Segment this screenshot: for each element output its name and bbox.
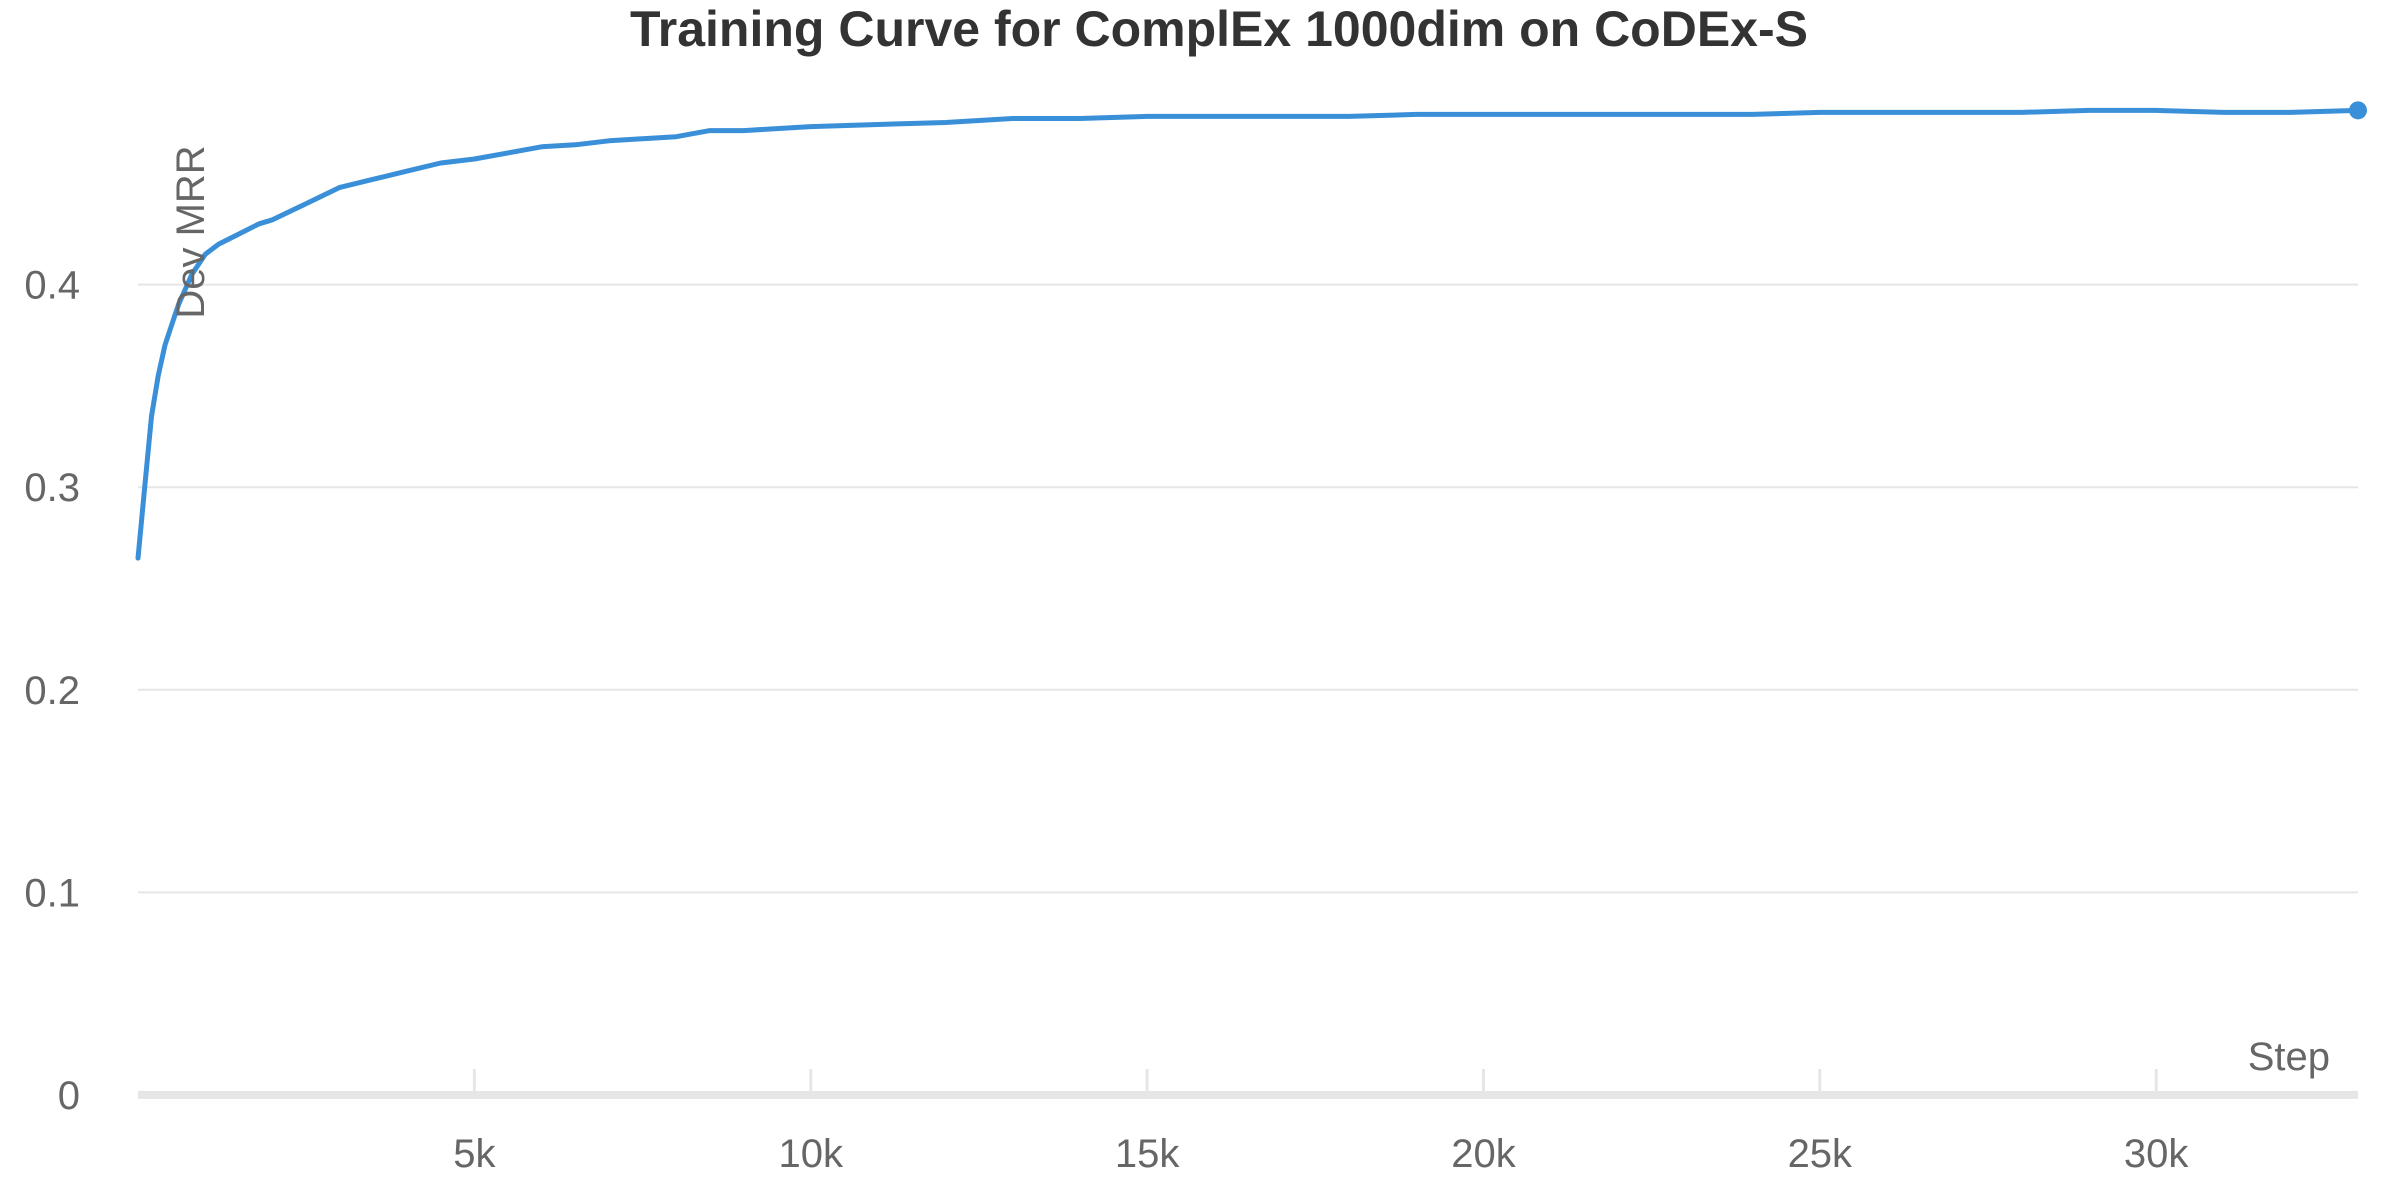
x-tick-label: 25k bbox=[1788, 1132, 1853, 1176]
chart-title: Training Curve for ComplEx 1000dim on Co… bbox=[630, 1, 1808, 57]
axis-layer bbox=[138, 1069, 2358, 1099]
y-tick-label: 0.2 bbox=[24, 669, 80, 713]
x-tick-label: 20k bbox=[1451, 1132, 1516, 1176]
y-tick-label: 0.4 bbox=[24, 264, 80, 308]
x-tick-label: 10k bbox=[778, 1132, 843, 1176]
grid-layer bbox=[138, 283, 2358, 894]
y-axis-title: Dev MRR bbox=[169, 145, 213, 318]
x-tick-label: 5k bbox=[453, 1132, 496, 1176]
series-end-point bbox=[2349, 101, 2367, 120]
series-line bbox=[135, 107, 2361, 561]
label-layer: Training Curve for ComplEx 1000dim on Co… bbox=[24, 1, 2330, 1176]
x-tick-label: 30k bbox=[2124, 1132, 2189, 1176]
x-tick-label: 15k bbox=[1115, 1132, 1180, 1176]
y-tick-label: 0 bbox=[58, 1074, 80, 1118]
y-tick-label: 0.1 bbox=[24, 871, 80, 915]
x-axis-title: Step bbox=[2248, 1035, 2330, 1079]
y-tick-label: 0.3 bbox=[24, 466, 80, 510]
series-layer bbox=[135, 101, 2367, 561]
